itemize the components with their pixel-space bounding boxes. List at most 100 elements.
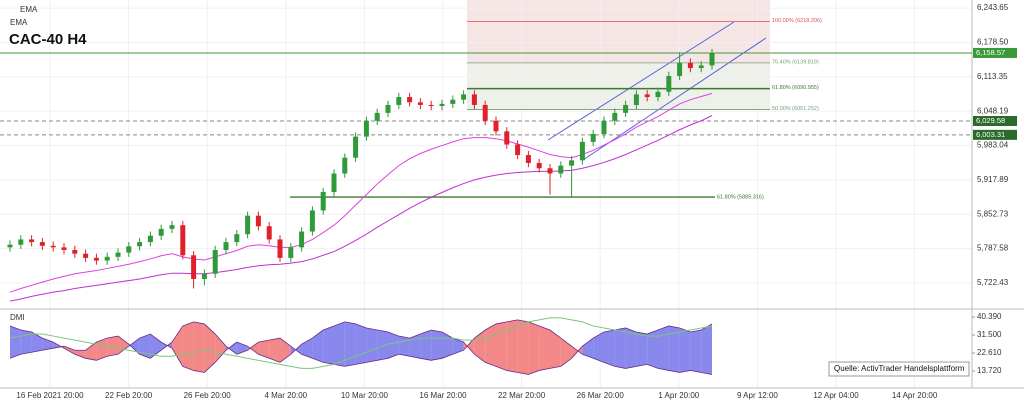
candle-body — [342, 157, 348, 174]
price-box — [973, 115, 1017, 126]
y-tick-label: 31.500 — [977, 330, 1002, 339]
dmi-fill — [355, 323, 367, 365]
y-tick-label: 13.720 — [977, 366, 1002, 375]
x-tick-label: 26 Feb 20:00 — [184, 391, 232, 400]
x-tick-label: 26 Mar 20:00 — [577, 391, 625, 400]
candle-body — [698, 65, 704, 69]
candle-body — [61, 247, 67, 250]
candle-body — [104, 256, 110, 261]
dmi-fill — [236, 342, 248, 355]
price-box — [973, 129, 1017, 140]
dmi-fill — [269, 338, 280, 363]
dmi-fill — [679, 327, 691, 373]
dmi-fill — [420, 329, 432, 361]
candle-body — [396, 97, 402, 105]
candle-body — [461, 94, 467, 100]
dmi-fill — [485, 323, 496, 367]
dmi-line — [9, 319, 713, 375]
dmi-fill — [496, 321, 507, 371]
x-tick-label: 14 Apr 20:00 — [892, 391, 938, 400]
x-tick-label: 4 Mar 20:00 — [264, 391, 307, 400]
candle-body — [579, 141, 585, 161]
candle-body — [569, 160, 575, 166]
candle-body — [212, 249, 218, 274]
price-label: 6,029.58 — [976, 116, 1005, 125]
x-tick-label: 22 Feb 20:00 — [105, 391, 153, 400]
dmi-fill — [64, 346, 75, 355]
candle-body — [234, 234, 240, 243]
dmi-fill — [172, 325, 183, 367]
candle-body — [158, 228, 164, 236]
candle-body — [137, 242, 143, 247]
candle-body — [309, 210, 315, 232]
y-tick-label: 5,787.58 — [977, 244, 1009, 253]
channel-line — [547, 21, 735, 141]
candle-body — [288, 247, 294, 258]
x-tick-label: 12 Apr 04:00 — [813, 391, 859, 400]
candle-body — [558, 165, 564, 174]
candle-body — [39, 242, 45, 246]
dmi-fill — [323, 325, 334, 365]
dmi-fill — [442, 332, 453, 359]
dmi-fill — [31, 332, 43, 353]
dmi-line — [9, 317, 713, 369]
ema-line — [9, 115, 713, 302]
candle-body — [277, 239, 283, 258]
candle-body — [201, 273, 207, 279]
dmi-fill — [334, 321, 345, 367]
candle-body — [515, 144, 521, 156]
candle-body — [666, 75, 672, 92]
dmi-fill — [582, 338, 594, 359]
dmi-fill — [636, 332, 648, 367]
dmi-fill — [604, 329, 615, 367]
candle-body — [601, 120, 607, 134]
price-label: 6,158.57 — [976, 48, 1005, 57]
candle-body — [407, 97, 413, 103]
dmi-fill — [301, 338, 313, 359]
dmi-fill — [668, 325, 680, 373]
dmi-fill — [431, 329, 442, 361]
candle-body — [169, 225, 175, 229]
candle-body — [655, 91, 661, 98]
dmi-fill — [701, 323, 712, 375]
candle-body — [482, 104, 488, 121]
candle-body — [709, 53, 715, 66]
candle-body — [623, 104, 629, 113]
candle-body — [18, 239, 24, 245]
dmi-fill — [528, 321, 540, 375]
price-label: 6,003.31 — [976, 130, 1005, 139]
fib-label: 61.80% (5885.316) — [717, 195, 764, 201]
y-tick-label: 6,178.50 — [977, 38, 1009, 47]
candle-body — [93, 257, 99, 261]
y-tick-label: 5,983.04 — [977, 141, 1009, 150]
dmi-fill — [118, 336, 129, 355]
candle-body — [471, 94, 477, 105]
y-tick-label: 5,722.43 — [977, 278, 1009, 287]
x-tick-label: 22 Mar 20:00 — [498, 391, 546, 400]
x-tick-label: 10 Mar 20:00 — [341, 391, 389, 400]
candle-body — [677, 62, 683, 76]
dmi-fill — [625, 327, 637, 369]
candle-body — [191, 255, 197, 279]
fib-label: 100.00% (6218.206) — [772, 18, 822, 24]
candle-body — [29, 239, 35, 243]
fib-label: 76.40% (6139.819) — [772, 59, 819, 65]
candle-body — [536, 162, 542, 169]
dmi-fill — [128, 338, 140, 355]
candle-body — [353, 136, 359, 158]
candle-body — [450, 99, 456, 104]
candle-body — [439, 103, 445, 107]
y-tick-label: 6,048.19 — [977, 106, 1009, 115]
y-tick-label: 22.610 — [977, 348, 1002, 357]
dmi-fill — [377, 329, 388, 361]
candle-body — [180, 225, 186, 256]
y-tick-label: 6,113.35 — [977, 72, 1008, 81]
source-box — [828, 361, 970, 377]
dmi-fill — [20, 329, 32, 355]
dmi-fill — [96, 338, 108, 361]
candle-body — [687, 62, 693, 69]
candle-body — [612, 112, 618, 121]
candle-body — [525, 155, 531, 163]
candle-body — [223, 242, 229, 250]
candle-body — [266, 226, 272, 240]
